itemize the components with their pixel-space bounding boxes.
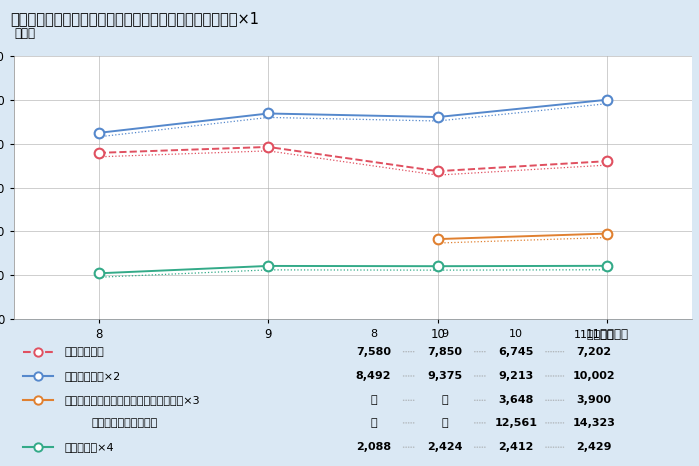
Text: 11（年度）: 11（年度） [573,329,614,339]
Text: 8,492: 8,492 [356,371,391,381]
Text: 6,745: 6,745 [498,347,533,357]
Text: 10: 10 [509,329,523,339]
Text: 9,213: 9,213 [498,371,533,381]
Text: 9,375: 9,375 [427,371,462,381]
Text: 加入電話料金: 加入電話料金 [65,347,105,357]
Text: －: － [370,395,377,405]
Text: －: － [441,418,448,428]
Text: －: － [370,418,377,428]
Text: 14,323: 14,323 [572,418,615,428]
Text: －: － [441,395,448,405]
Text: 移動通信料金×2: 移動通信料金×2 [65,371,121,381]
Text: 7,202: 7,202 [576,347,611,357]
Text: 12,561: 12,561 [494,418,538,428]
Text: （円）: （円） [14,27,35,40]
Text: 2,412: 2,412 [498,442,533,452]
Text: 2,424: 2,424 [427,442,462,452]
Text: 8: 8 [370,329,377,339]
Text: 9: 9 [441,329,448,339]
Text: 2,429: 2,429 [576,442,612,452]
Text: 図表　国内通信・放送サービスの利用料金の月平均支払額×1: 図表 国内通信・放送サービスの利用料金の月平均支払額×1 [10,12,259,27]
Text: 2,088: 2,088 [356,442,391,452]
Text: 3,648: 3,648 [498,395,533,405]
Text: 7,850: 7,850 [427,347,462,357]
Text: 放送視聴料×4: 放送視聴料×4 [65,442,115,452]
Text: 7,580: 7,580 [356,347,391,357]
Text: 国内電気通信料金合計: 国内電気通信料金合計 [92,418,158,428]
Text: パソコン通信・インターネット利用料金×3: パソコン通信・インターネット利用料金×3 [65,395,201,405]
Text: 10,002: 10,002 [572,371,615,381]
Text: 3,900: 3,900 [576,395,611,405]
